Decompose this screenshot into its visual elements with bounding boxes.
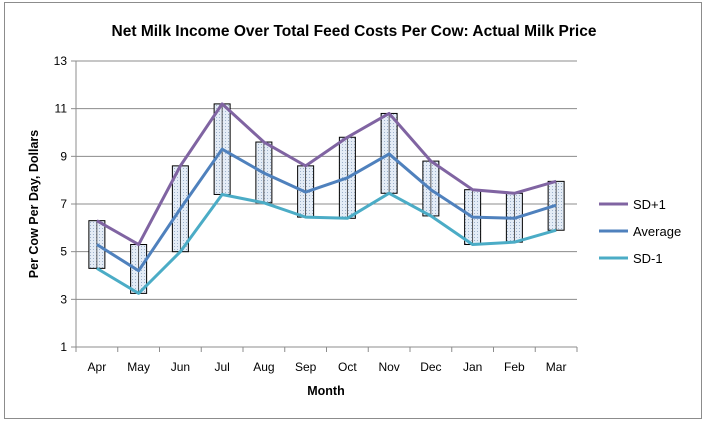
x-tick-label: Mar: [546, 360, 567, 374]
series-line-SD-1: [96, 191, 557, 295]
y-tick-label: 3: [60, 292, 67, 306]
y-axis-label: Per Cow Per Day, Dollars: [27, 130, 41, 278]
chart-frame: [4, 2, 702, 419]
y-tick-label: 7: [60, 197, 67, 211]
x-tick-label: May: [127, 360, 150, 374]
x-tick-label: Nov: [378, 360, 399, 374]
y-tick-label: 5: [60, 245, 67, 259]
x-tick-label: Aug: [253, 360, 274, 374]
legend-label: SD+1: [633, 197, 666, 212]
x-tick-label: Jan: [463, 360, 482, 374]
x-tick-label: Sep: [295, 360, 317, 374]
y-tick-label: 13: [54, 54, 68, 68]
x-axis-label: Month: [307, 384, 344, 398]
x-tick-label: Dec: [420, 360, 441, 374]
chart-title: Net Milk Income Over Total Feed Costs Pe…: [112, 23, 597, 40]
series-line-Average: [96, 147, 557, 273]
x-tick-label: Feb: [504, 360, 525, 374]
x-tick-label: Jul: [214, 360, 229, 374]
y-tick-label: 1: [60, 340, 67, 354]
series-line-SD+1: [96, 102, 557, 247]
y-tick-label: 11: [55, 102, 68, 116]
x-tick-label: Apr: [88, 360, 107, 374]
y-tick-label: 9: [60, 149, 67, 163]
legend-label: Average: [633, 224, 681, 239]
legend-label: SD-1: [633, 251, 663, 266]
x-tick-label: Jun: [171, 360, 190, 374]
x-tick-label: Oct: [338, 360, 357, 374]
